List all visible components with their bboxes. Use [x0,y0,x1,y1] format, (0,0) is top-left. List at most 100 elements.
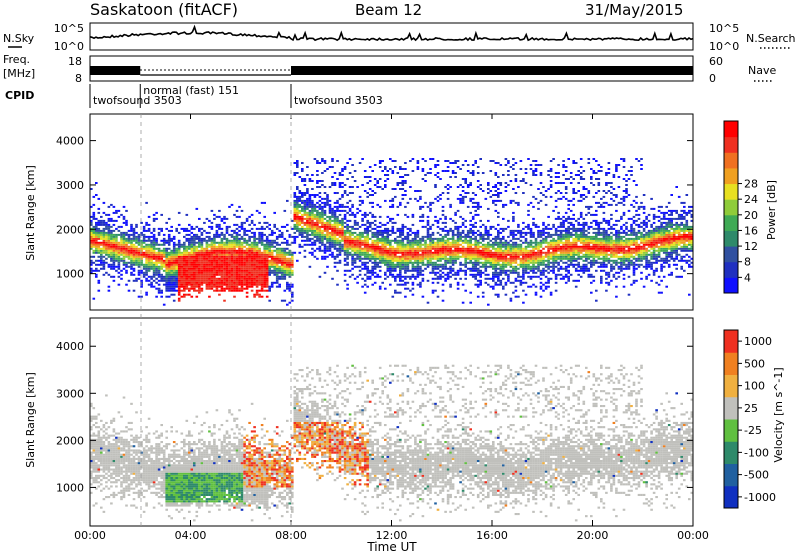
power-cell-4307 [497,188,500,190]
power-cell-1742 [255,275,259,278]
power-cell-474 [142,263,146,266]
power-cell-4202 [489,249,493,252]
power-cell-4206 [489,233,493,236]
power-cell-4904 [554,227,558,230]
power-cell-4797 [544,239,548,242]
power-cell-139 [102,221,106,224]
power-cell-70 [95,194,98,196]
power-cell-4290 [497,249,500,252]
power-cell-2416 [323,257,327,260]
power-cell-4442 [512,281,515,284]
power-cell-2495 [331,277,334,280]
power-cell-1257 [215,263,219,266]
power-cell-2246 [306,199,309,202]
power-cell-386 [132,269,136,272]
power-cell-1120 [203,253,206,256]
power-cell-4219 [492,271,495,274]
power-cell-242 [115,255,118,258]
power-cell-113 [100,229,103,232]
power-cell-4330 [499,239,503,242]
power-cell-3811 [451,233,455,236]
power-cell-2186 [301,217,304,220]
power-cell-1715 [253,265,256,268]
power-cell-4375 [504,257,508,260]
power-cell-3893 [459,168,462,170]
power-cell-646 [160,257,163,260]
power-cell-1442 [230,263,234,266]
power-cell-417 [135,245,138,248]
power-cell-4879 [552,225,555,228]
power-cell-3382 [411,267,415,270]
power-cell-3591 [431,253,435,256]
power-cell-2200 [301,168,304,170]
power-cell-406 [135,279,138,282]
power-cell-2233 [306,227,309,230]
power-cell-1660 [248,257,251,260]
power-cell-2264 [308,219,312,222]
power-cell-4921 [557,247,560,250]
power-cell-2151 [296,164,299,166]
power-cell-4385 [504,227,508,230]
power-cell-318 [122,217,126,220]
power-cell-909 [185,267,189,270]
power-cell-1023 [195,277,199,280]
power-cell-2753 [353,251,357,254]
power-cell-3314 [404,237,407,240]
power-cell-2697 [348,269,352,272]
power-cell-1034 [195,255,199,258]
power-cell-769 [172,273,176,276]
power-cell-1872 [265,253,269,256]
power-cell-3994 [469,211,472,214]
power-cell-1993 [280,277,284,280]
power-cell-3164 [391,227,395,230]
power-cell-818 [177,285,181,288]
power-cell-4781 [542,221,545,224]
power-cell-4581 [524,261,528,264]
power-cell-2286 [311,231,314,234]
power-cell-2330 [316,257,319,260]
power-cell-4826 [547,233,550,236]
power-cell-4318 [499,265,503,268]
power-cell-3503 [421,213,425,216]
power-cell-4708 [537,265,540,268]
power-cell-3323 [404,174,407,176]
power-cell-2577 [336,201,339,204]
power-cell-1003 [193,257,196,260]
power-cell-4813 [547,263,550,266]
power-cell-2008 [280,247,284,250]
power-cell-1220 [213,277,216,280]
power-cell-595 [155,267,158,270]
power-cell-2710 [348,225,352,228]
power-cell-1712 [253,271,256,274]
power-cell-3704 [441,229,445,232]
power-cell-37 [92,231,96,234]
power-cell-831 [177,259,181,262]
power-cell-545 [150,263,153,266]
power-cell-326 [125,261,128,264]
power-cell-1389 [225,247,229,250]
power-cell-4707 [537,267,540,270]
power-cell-178 [107,235,111,238]
power-cell-3173 [391,172,395,174]
power-cell-2961 [373,263,377,266]
power-cell-352 [127,247,131,250]
power-cell-3129 [389,253,392,256]
power-cell-3279 [401,233,405,236]
power-cell-3755 [446,239,450,242]
power-cell-42 [92,215,96,218]
power-cell-273 [117,243,121,246]
power-cell-3494 [421,249,425,252]
power-cell-4420 [509,269,513,272]
power-cell-63 [95,231,98,234]
power-cell-2667 [346,287,349,290]
power-cell-789 [175,285,178,288]
power-cell-1413 [228,263,231,266]
power-cell-900 [185,285,189,288]
power-cell-3728 [444,241,447,244]
power-cell-3891 [459,194,462,196]
power-cell-614 [157,283,161,286]
power-cell-4522 [517,201,520,204]
power-cell-1051 [198,281,201,284]
power-cell-2445 [326,255,329,258]
power-cell-2782 [356,241,359,244]
